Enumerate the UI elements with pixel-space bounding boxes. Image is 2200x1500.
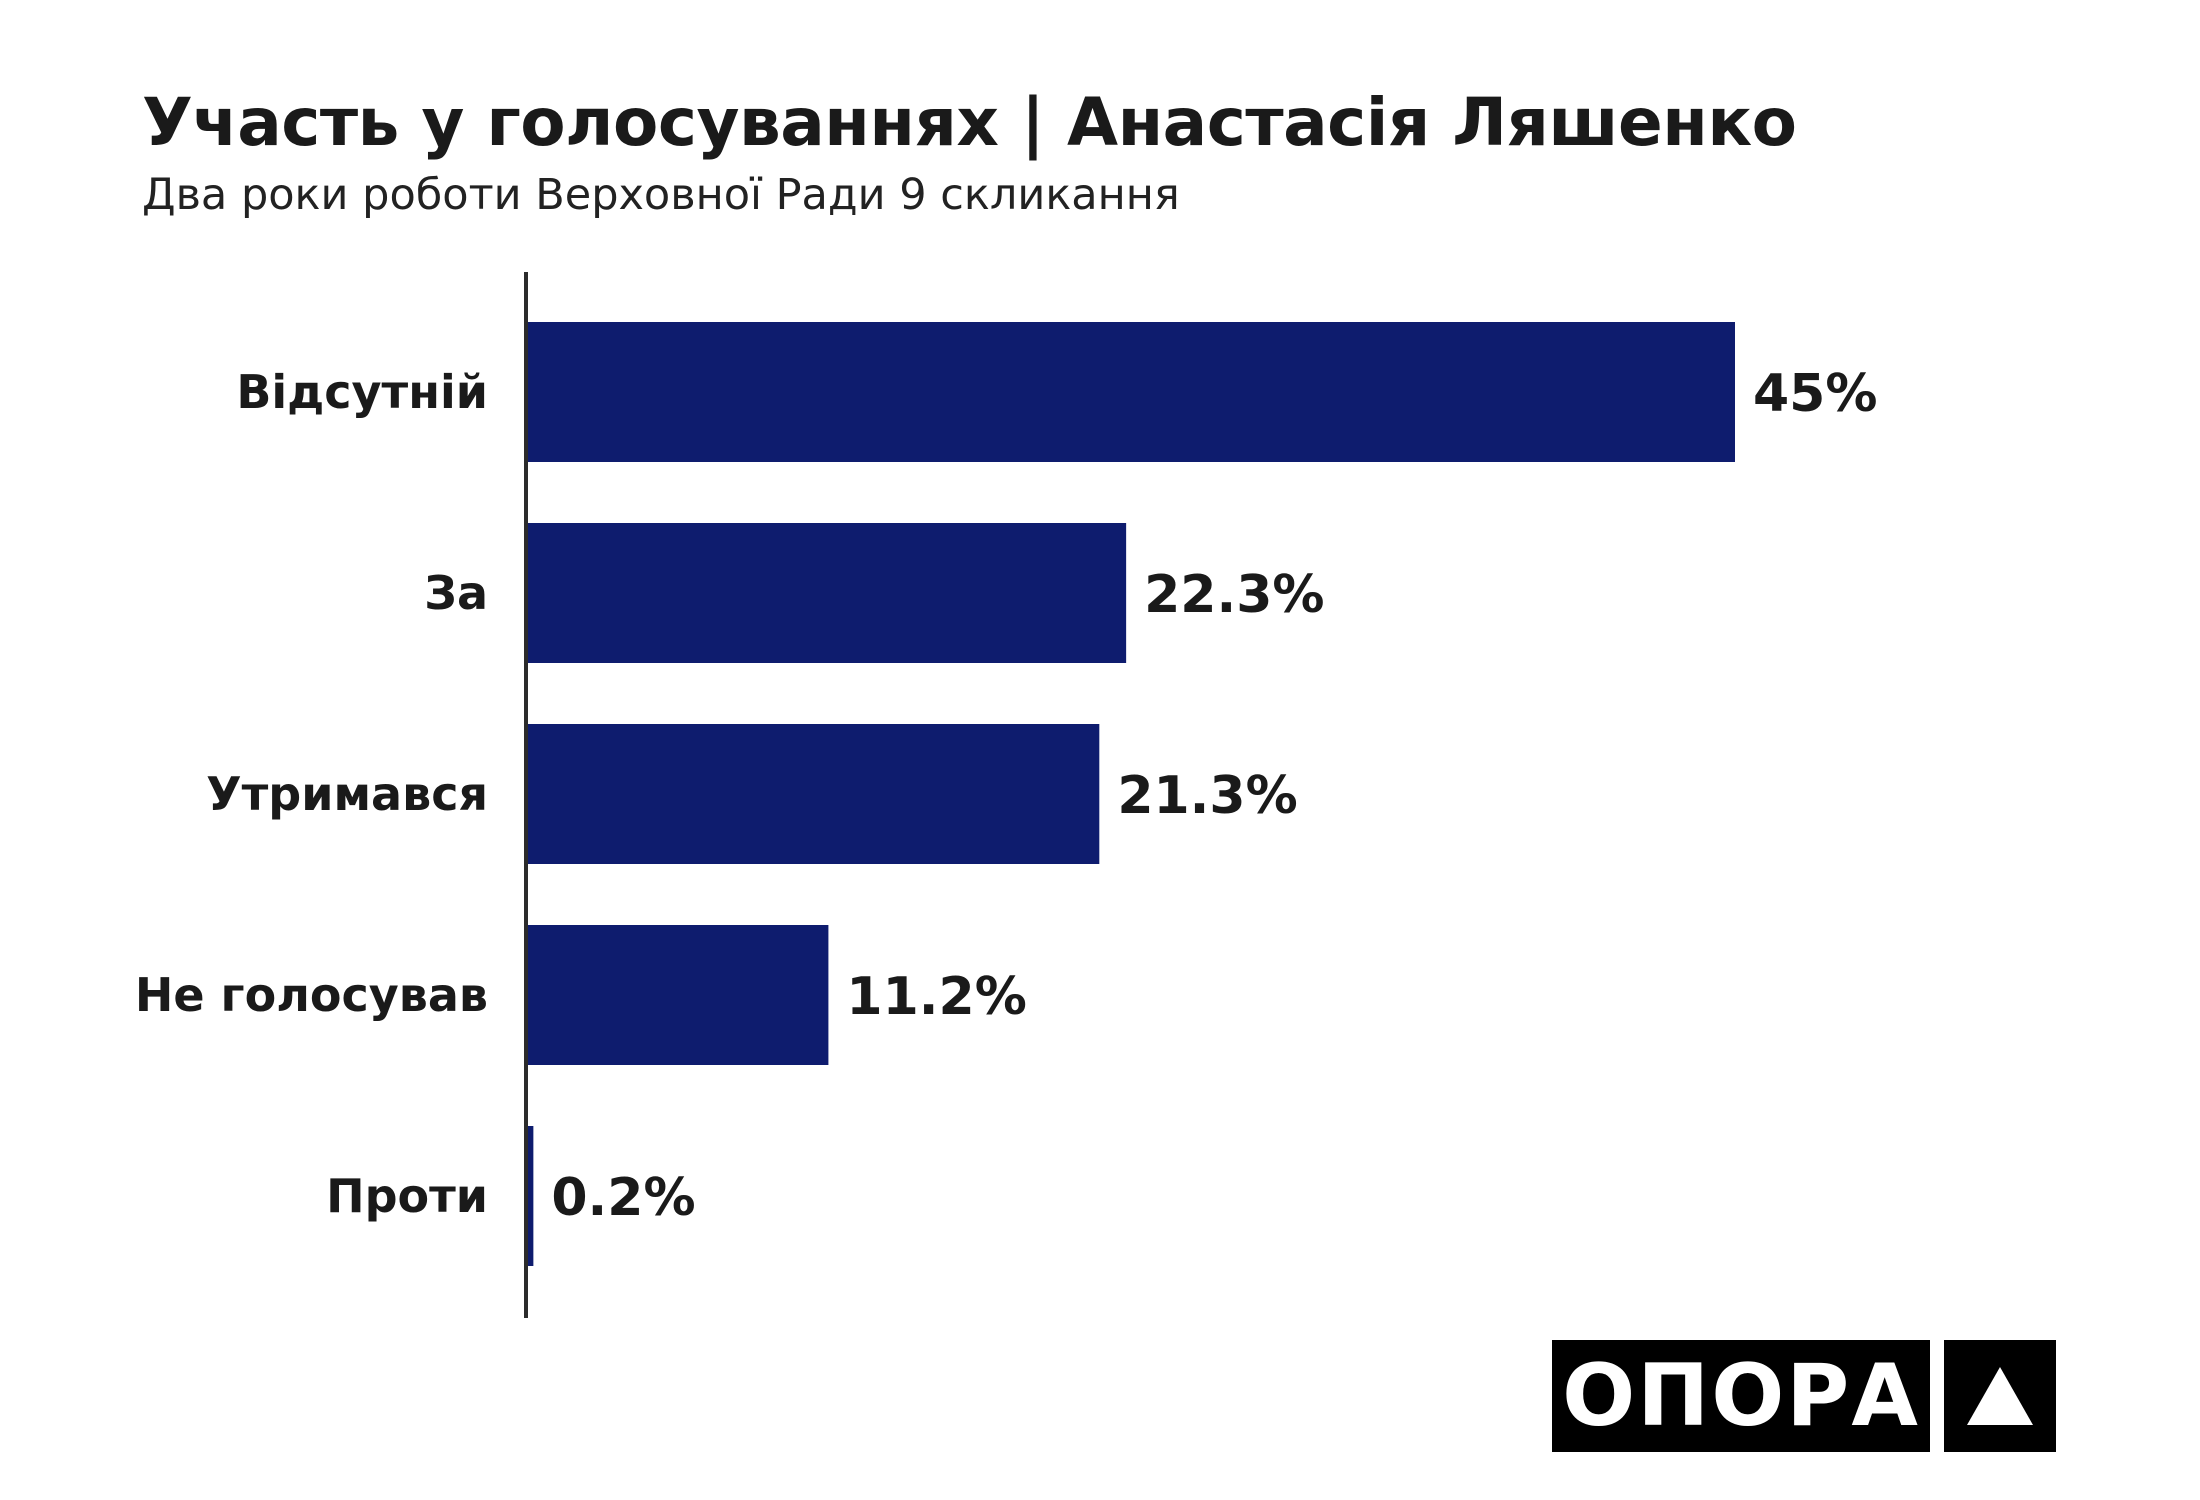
chart-subtitle: Два роки роботи Верховної Ради 9 скликан… [142,170,1180,220]
category-label: Утримався [206,767,488,821]
category-label: Проти [326,1169,488,1223]
bar-5 [528,1126,534,1266]
category-label: Відсутній [236,365,488,419]
chart-title: Участь у голосуваннях | Анастасія Ляшенк… [142,84,1797,161]
value-label: 22.3% [1144,565,1324,625]
category-label: Не голосував [135,968,488,1022]
bar-2 [528,523,1127,663]
value-label: 11.2% [846,967,1026,1027]
value-label: 0.2% [551,1168,695,1228]
value-label: 45% [1753,364,1877,424]
value-label: 21.3% [1117,766,1297,826]
bars-layer: Відсутній 45% За 22.3% Утримався 21.3% Не голо… [135,322,1877,1266]
opora-logo: ОПОРА [1552,1340,2056,1452]
category-label: За [424,566,488,620]
triangle-icon [1944,1340,2056,1452]
bar-1 [528,322,1735,462]
logo-wordmark: ОПОРА [1552,1340,1930,1452]
bar-4 [528,925,829,1065]
bar-3 [528,724,1100,864]
